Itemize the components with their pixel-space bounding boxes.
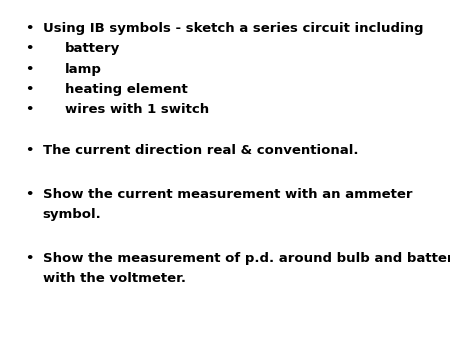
Text: Show the current measurement with an ammeter: Show the current measurement with an amm… (43, 188, 412, 200)
Text: symbol.: symbol. (43, 208, 102, 221)
Text: heating element: heating element (65, 83, 188, 96)
Text: •: • (25, 22, 33, 35)
Text: battery: battery (65, 42, 121, 55)
Text: •: • (25, 188, 33, 200)
Text: The current direction real & conventional.: The current direction real & conventiona… (43, 144, 358, 156)
Text: wires with 1 switch: wires with 1 switch (65, 103, 209, 116)
Text: lamp: lamp (65, 63, 102, 75)
Text: •: • (25, 252, 33, 265)
Text: •: • (25, 42, 33, 55)
Text: Using IB symbols - sketch a series circuit including: Using IB symbols - sketch a series circu… (43, 22, 423, 35)
Text: with the voltmeter.: with the voltmeter. (43, 272, 186, 285)
Text: •: • (25, 83, 33, 96)
Text: Show the measurement of p.d. around bulb and battery: Show the measurement of p.d. around bulb… (43, 252, 450, 265)
Text: •: • (25, 103, 33, 116)
Text: •: • (25, 144, 33, 156)
Text: •: • (25, 63, 33, 75)
